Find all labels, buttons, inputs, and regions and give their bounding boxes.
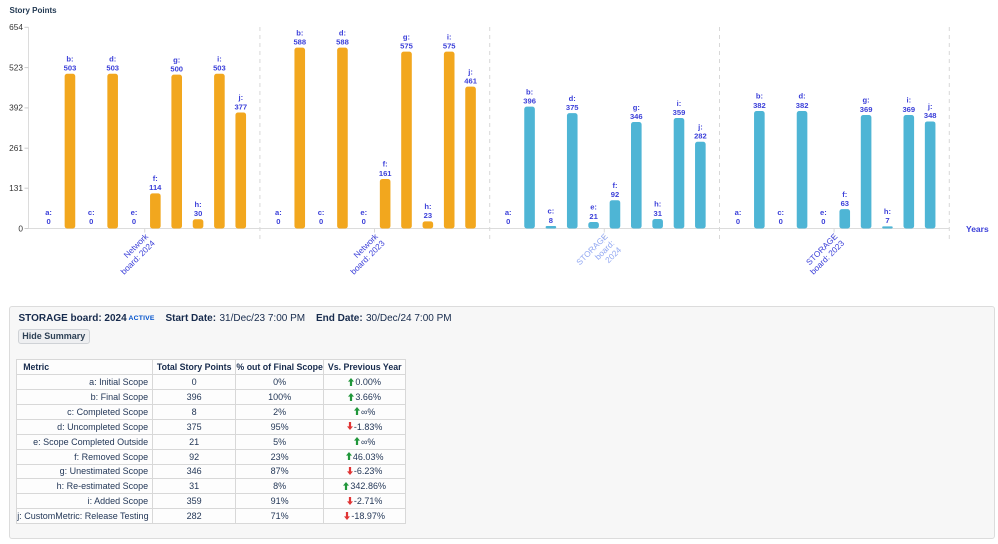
svg-text:b:: b:: [526, 87, 533, 96]
svg-text:503: 503: [213, 64, 226, 73]
svg-text:575: 575: [400, 41, 413, 50]
svg-text:c:: c:: [318, 208, 325, 217]
svg-text:h:: h:: [424, 202, 431, 211]
svg-text:g:: g:: [633, 103, 640, 112]
svg-text:e:: e:: [360, 208, 367, 217]
svg-text:d:: d:: [569, 94, 576, 103]
svg-text:c:: c:: [88, 208, 95, 217]
svg-text:92: 92: [611, 190, 619, 199]
svg-text:i:: i:: [906, 96, 911, 105]
svg-text:369: 369: [860, 105, 873, 114]
svg-text:0: 0: [779, 217, 783, 226]
svg-text:d:: d:: [109, 55, 116, 64]
svg-text:396: 396: [523, 97, 536, 106]
svg-text:523: 523: [9, 62, 23, 72]
svg-text:30: 30: [194, 209, 202, 218]
svg-text:f:: f:: [612, 181, 617, 190]
svg-text:b:: b:: [66, 55, 73, 64]
svg-text:d:: d:: [339, 28, 346, 37]
svg-text:0: 0: [46, 217, 50, 226]
svg-text:359: 359: [673, 108, 686, 117]
svg-text:j:: j:: [697, 122, 703, 131]
svg-text:575: 575: [443, 41, 456, 50]
svg-text:e:: e:: [131, 208, 138, 217]
svg-text:Story Points: Story Points: [10, 6, 58, 15]
svg-text:0: 0: [319, 217, 323, 226]
svg-text:0: 0: [276, 217, 280, 226]
svg-text:161: 161: [379, 169, 392, 178]
svg-text:g:: g:: [173, 55, 180, 64]
svg-text:392: 392: [9, 103, 23, 113]
svg-text:h:: h:: [654, 200, 661, 209]
svg-text:23: 23: [424, 211, 432, 220]
svg-text:c:: c:: [777, 208, 784, 217]
svg-text:f:: f:: [153, 174, 158, 183]
svg-text:c:: c:: [548, 207, 555, 216]
svg-text:e:: e:: [820, 208, 827, 217]
svg-text:0: 0: [506, 217, 510, 226]
svg-text:j:: j:: [927, 102, 933, 111]
svg-text:461: 461: [464, 77, 477, 86]
svg-text:j:: j:: [467, 67, 473, 76]
svg-text:a:: a:: [735, 208, 742, 217]
svg-text:0: 0: [132, 217, 136, 226]
svg-text:b:: b:: [296, 28, 303, 37]
svg-text:a:: a:: [45, 208, 52, 217]
svg-text:588: 588: [336, 37, 349, 46]
svg-text:a:: a:: [505, 208, 512, 217]
svg-text:i:: i:: [217, 55, 222, 64]
svg-text:377: 377: [234, 102, 247, 111]
svg-text:588: 588: [293, 37, 306, 46]
svg-text:d:: d:: [799, 92, 806, 101]
svg-text:b:: b:: [756, 92, 763, 101]
svg-text:503: 503: [106, 64, 119, 73]
svg-text:31: 31: [653, 209, 662, 218]
svg-text:503: 503: [64, 64, 77, 73]
svg-text:f:: f:: [842, 190, 847, 199]
svg-text:0: 0: [18, 223, 23, 233]
svg-text:261: 261: [9, 143, 23, 153]
svg-text:348: 348: [924, 111, 937, 120]
svg-text:h:: h:: [195, 200, 202, 209]
svg-text:h:: h:: [884, 207, 891, 216]
svg-text:g:: g:: [403, 32, 410, 41]
svg-text:382: 382: [796, 101, 809, 110]
svg-text:Years: Years: [966, 224, 989, 234]
svg-text:21: 21: [589, 212, 598, 221]
svg-text:e:: e:: [590, 203, 597, 212]
svg-text:f:: f:: [383, 160, 388, 169]
svg-text:114: 114: [149, 183, 162, 192]
svg-text:500: 500: [170, 65, 183, 74]
svg-text:i:: i:: [677, 99, 682, 108]
svg-text:j:: j:: [237, 93, 243, 102]
svg-text:0: 0: [89, 217, 93, 226]
svg-text:131: 131: [9, 183, 23, 193]
svg-text:382: 382: [753, 101, 766, 110]
svg-text:8: 8: [549, 216, 553, 225]
svg-text:375: 375: [566, 103, 579, 112]
svg-text:g:: g:: [863, 96, 870, 105]
svg-text:i:: i:: [447, 32, 452, 41]
svg-text:282: 282: [694, 132, 707, 141]
svg-text:a:: a:: [275, 208, 282, 217]
svg-text:654: 654: [9, 22, 23, 32]
svg-text:0: 0: [362, 217, 366, 226]
svg-text:63: 63: [841, 199, 849, 208]
svg-text:0: 0: [821, 217, 825, 226]
svg-text:0: 0: [736, 217, 740, 226]
svg-text:7: 7: [885, 216, 889, 225]
svg-text:369: 369: [902, 105, 915, 114]
svg-text:346: 346: [630, 112, 643, 121]
